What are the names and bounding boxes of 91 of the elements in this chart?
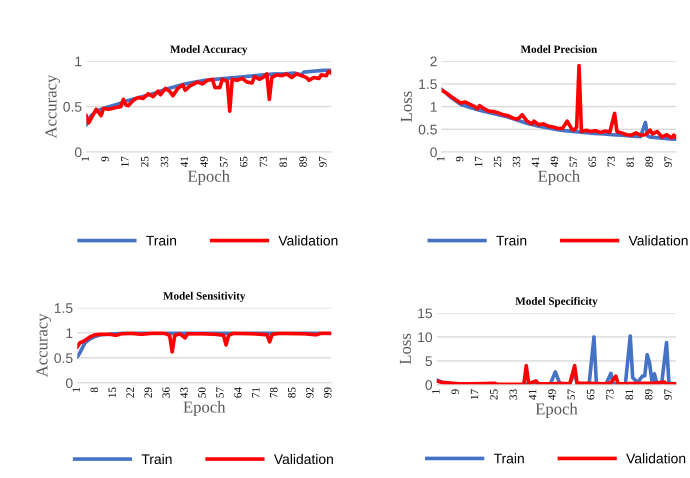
x-tick-label: 81 bbox=[626, 390, 634, 400]
x-tick-label: 17 bbox=[470, 389, 478, 400]
y-tick-label: 0 bbox=[74, 147, 82, 158]
x-tick-label: 1 bbox=[82, 156, 89, 161]
x-tick-label: 25 bbox=[140, 156, 148, 167]
chart-title: Model Accuracy bbox=[170, 45, 248, 56]
x-tick-label: 41 bbox=[532, 156, 540, 168]
x-tick-label: 57 bbox=[216, 387, 224, 398]
chart-title: Model Sensitivity bbox=[163, 292, 246, 302]
x-tick-label: 41 bbox=[180, 156, 188, 168]
line-series bbox=[442, 64, 676, 140]
x-tick-label: 99 bbox=[324, 388, 332, 398]
x-tick-label: 73 bbox=[260, 156, 268, 167]
y-tick-label: 2 bbox=[430, 56, 437, 66]
x-tick-label: 89 bbox=[645, 156, 653, 167]
x-tick-label: 8 bbox=[90, 387, 98, 392]
y-tick-label: 0 bbox=[430, 147, 437, 158]
x-tick-label: 92 bbox=[306, 388, 314, 398]
x-tick-label: 65 bbox=[240, 156, 248, 167]
legend-label: Train bbox=[496, 235, 526, 246]
x-tick-label: 49 bbox=[548, 389, 556, 400]
legend-label: Validation bbox=[274, 454, 333, 464]
chart-title: Model Precision bbox=[520, 45, 598, 53]
x-tick-label: 85 bbox=[288, 387, 296, 398]
x-tick-label: 73 bbox=[606, 389, 614, 400]
x-tick-label: 9 bbox=[456, 156, 464, 162]
x-tick-label: 33 bbox=[160, 156, 168, 167]
legend-label: Train bbox=[142, 454, 172, 464]
x-tick-label: 17 bbox=[121, 156, 129, 166]
y-tick-label: 0.5 bbox=[418, 124, 437, 134]
x-tick-label: 49 bbox=[550, 156, 558, 168]
x-tick-label: 33 bbox=[512, 156, 520, 167]
x-tick-label: 71 bbox=[252, 388, 260, 398]
y-axis-title: Loss bbox=[400, 334, 411, 364]
legend-label: Train bbox=[494, 453, 524, 464]
x-tick-label: 78 bbox=[270, 387, 278, 398]
x-tick-label: 97 bbox=[664, 389, 672, 400]
line-series bbox=[436, 364, 676, 385]
x-tick-label: 36 bbox=[162, 387, 170, 398]
y-axis-title: Accuracy bbox=[36, 314, 52, 378]
x-axis-title: Epoch bbox=[188, 170, 230, 186]
x-tick-label: 17 bbox=[474, 156, 482, 166]
x-axis-title: Epoch bbox=[538, 170, 580, 186]
y-tick-label: 0.5 bbox=[63, 102, 82, 112]
line-series bbox=[77, 332, 332, 354]
x-axis-title: Epoch bbox=[536, 402, 578, 418]
legend-label: Train bbox=[146, 235, 176, 246]
y-tick-label: 0 bbox=[66, 378, 73, 388]
x-tick-label: 65 bbox=[588, 156, 596, 167]
x-tick-label: 81 bbox=[279, 156, 287, 167]
legend-label: Validation bbox=[626, 453, 686, 464]
legend-label: Validation bbox=[628, 235, 688, 246]
x-tick-label: 89 bbox=[299, 156, 307, 167]
x-tick-label: 50 bbox=[198, 387, 206, 398]
y-tick-label: 10 bbox=[418, 332, 432, 342]
x-tick-label: 29 bbox=[144, 388, 152, 398]
y-tick-label: 1.5 bbox=[419, 79, 437, 90]
y-tick-label: 1 bbox=[66, 328, 72, 338]
x-tick-label: 25 bbox=[490, 389, 498, 400]
x-tick-label: 15 bbox=[108, 387, 116, 398]
y-tick-label: 15 bbox=[418, 308, 432, 318]
x-tick-label: 49 bbox=[200, 156, 208, 168]
x-tick-label: 9 bbox=[101, 156, 109, 162]
y-tick-label: 0.5 bbox=[54, 353, 73, 364]
x-tick-label: 73 bbox=[608, 156, 615, 167]
x-tick-label: 97 bbox=[319, 156, 327, 167]
y-tick-label: 0 bbox=[425, 380, 432, 390]
chart-title: Model Specificity bbox=[515, 296, 598, 308]
y-tick-label: 5 bbox=[425, 356, 432, 366]
x-tick-label: 97 bbox=[664, 156, 672, 167]
y-axis-title: Accuracy bbox=[45, 74, 60, 138]
legend-label: Validation bbox=[278, 235, 338, 246]
y-tick-label: 1.5 bbox=[54, 303, 73, 313]
x-tick-label: 43 bbox=[180, 387, 188, 398]
x-tick-label: 57 bbox=[568, 389, 575, 400]
x-axis-title: Epoch bbox=[183, 400, 226, 416]
x-tick-label: 22 bbox=[126, 388, 134, 398]
x-tick-label: 64 bbox=[234, 387, 242, 398]
x-tick-label: 57 bbox=[220, 156, 228, 167]
x-tick-label: 25 bbox=[494, 156, 502, 167]
x-tick-label: 33 bbox=[509, 389, 517, 400]
y-tick-label: 1 bbox=[75, 56, 82, 66]
x-tick-label: 9 bbox=[451, 389, 459, 394]
y-axis-title: Loss bbox=[400, 91, 412, 122]
x-tick-label: 41 bbox=[528, 390, 536, 400]
y-tick-label: 1 bbox=[430, 102, 437, 112]
x-tick-label: 1 bbox=[436, 156, 444, 161]
x-tick-label: 57 bbox=[570, 156, 578, 167]
x-tick-label: 89 bbox=[644, 389, 652, 400]
x-tick-label: 81 bbox=[626, 156, 634, 167]
x-tick-label: 65 bbox=[586, 389, 594, 400]
